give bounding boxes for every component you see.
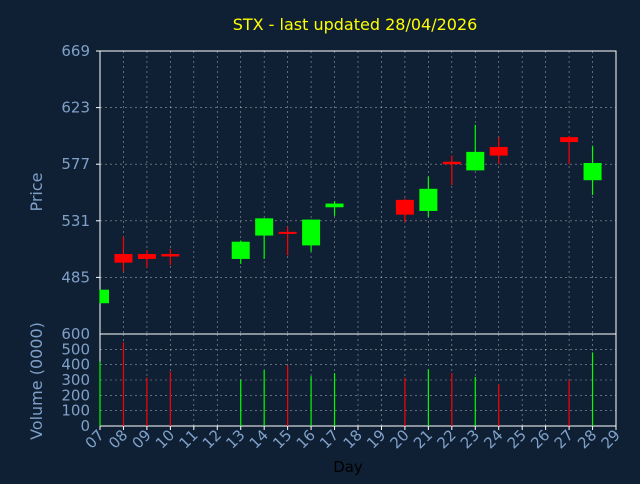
x-axis-label: Day: [333, 458, 363, 476]
volume-bars: [99, 342, 594, 426]
volume-tick-label: 200: [61, 386, 90, 404]
volume-tick-label: 500: [61, 340, 90, 358]
chart-title: STX - last updated 28/04/2026: [233, 15, 478, 34]
price-tick-label: 531: [61, 212, 90, 230]
candle-body: [325, 203, 344, 208]
price-tick-label: 669: [61, 42, 90, 60]
candle-body: [231, 241, 250, 259]
x-tick-label: 17: [316, 426, 342, 452]
x-tick-label: 29: [598, 426, 624, 452]
candle-body: [100, 289, 109, 304]
candle-body: [395, 199, 414, 215]
x-tick-label: 24: [480, 426, 506, 452]
grid-layer: [99, 50, 617, 427]
volume-tick-label: 400: [61, 356, 90, 374]
x-tick-label: 10: [152, 426, 178, 452]
candle-body: [466, 151, 485, 171]
volume-tick-label: 300: [61, 371, 90, 389]
axis-labels: 4855315776236690100200300400500600070809…: [61, 42, 623, 452]
x-tick-label: 27: [551, 426, 577, 452]
candle-body: [114, 254, 133, 263]
candle-body: [278, 231, 297, 234]
x-tick-label: 23: [457, 426, 483, 452]
x-tick-label: 13: [222, 426, 248, 452]
candle-body: [560, 137, 579, 143]
x-tick-label: 18: [340, 426, 366, 452]
volume-tick-label: 0: [80, 417, 90, 435]
x-tick-label: 21: [410, 426, 436, 452]
x-tick-label: 14: [246, 426, 272, 452]
x-tick-label: 11: [175, 426, 201, 452]
x-tick-label: 09: [129, 426, 155, 452]
candle-body: [442, 161, 461, 165]
candle-body: [255, 218, 274, 236]
x-tick-label: 15: [269, 426, 295, 452]
x-tick-label: 16: [293, 426, 319, 452]
volume-axis-label: Volume (0000): [27, 322, 46, 440]
x-tick-label: 25: [504, 426, 530, 452]
price-tick-label: 577: [61, 155, 90, 173]
x-tick-label: 28: [574, 426, 600, 452]
candle-body: [302, 219, 321, 246]
candle-body: [489, 146, 508, 156]
volume-tick-label: 600: [61, 325, 90, 343]
x-tick-label: 26: [527, 426, 553, 452]
x-tick-label: 20: [387, 426, 413, 452]
x-tick-label: 08: [105, 426, 131, 452]
price-candles: [99, 124, 602, 304]
candle-body: [137, 254, 156, 259]
x-tick-label: 22: [433, 426, 459, 452]
price-tick-label: 623: [61, 99, 90, 117]
price-tick-label: 485: [61, 268, 90, 286]
x-tick-label: 12: [199, 426, 225, 452]
candle-body: [419, 188, 438, 211]
volume-tick-label: 100: [61, 402, 90, 420]
x-tick-label: 19: [363, 426, 389, 452]
price-axis-label: Price: [27, 172, 46, 211]
candle-body: [583, 162, 602, 181]
candle-body: [161, 254, 180, 257]
